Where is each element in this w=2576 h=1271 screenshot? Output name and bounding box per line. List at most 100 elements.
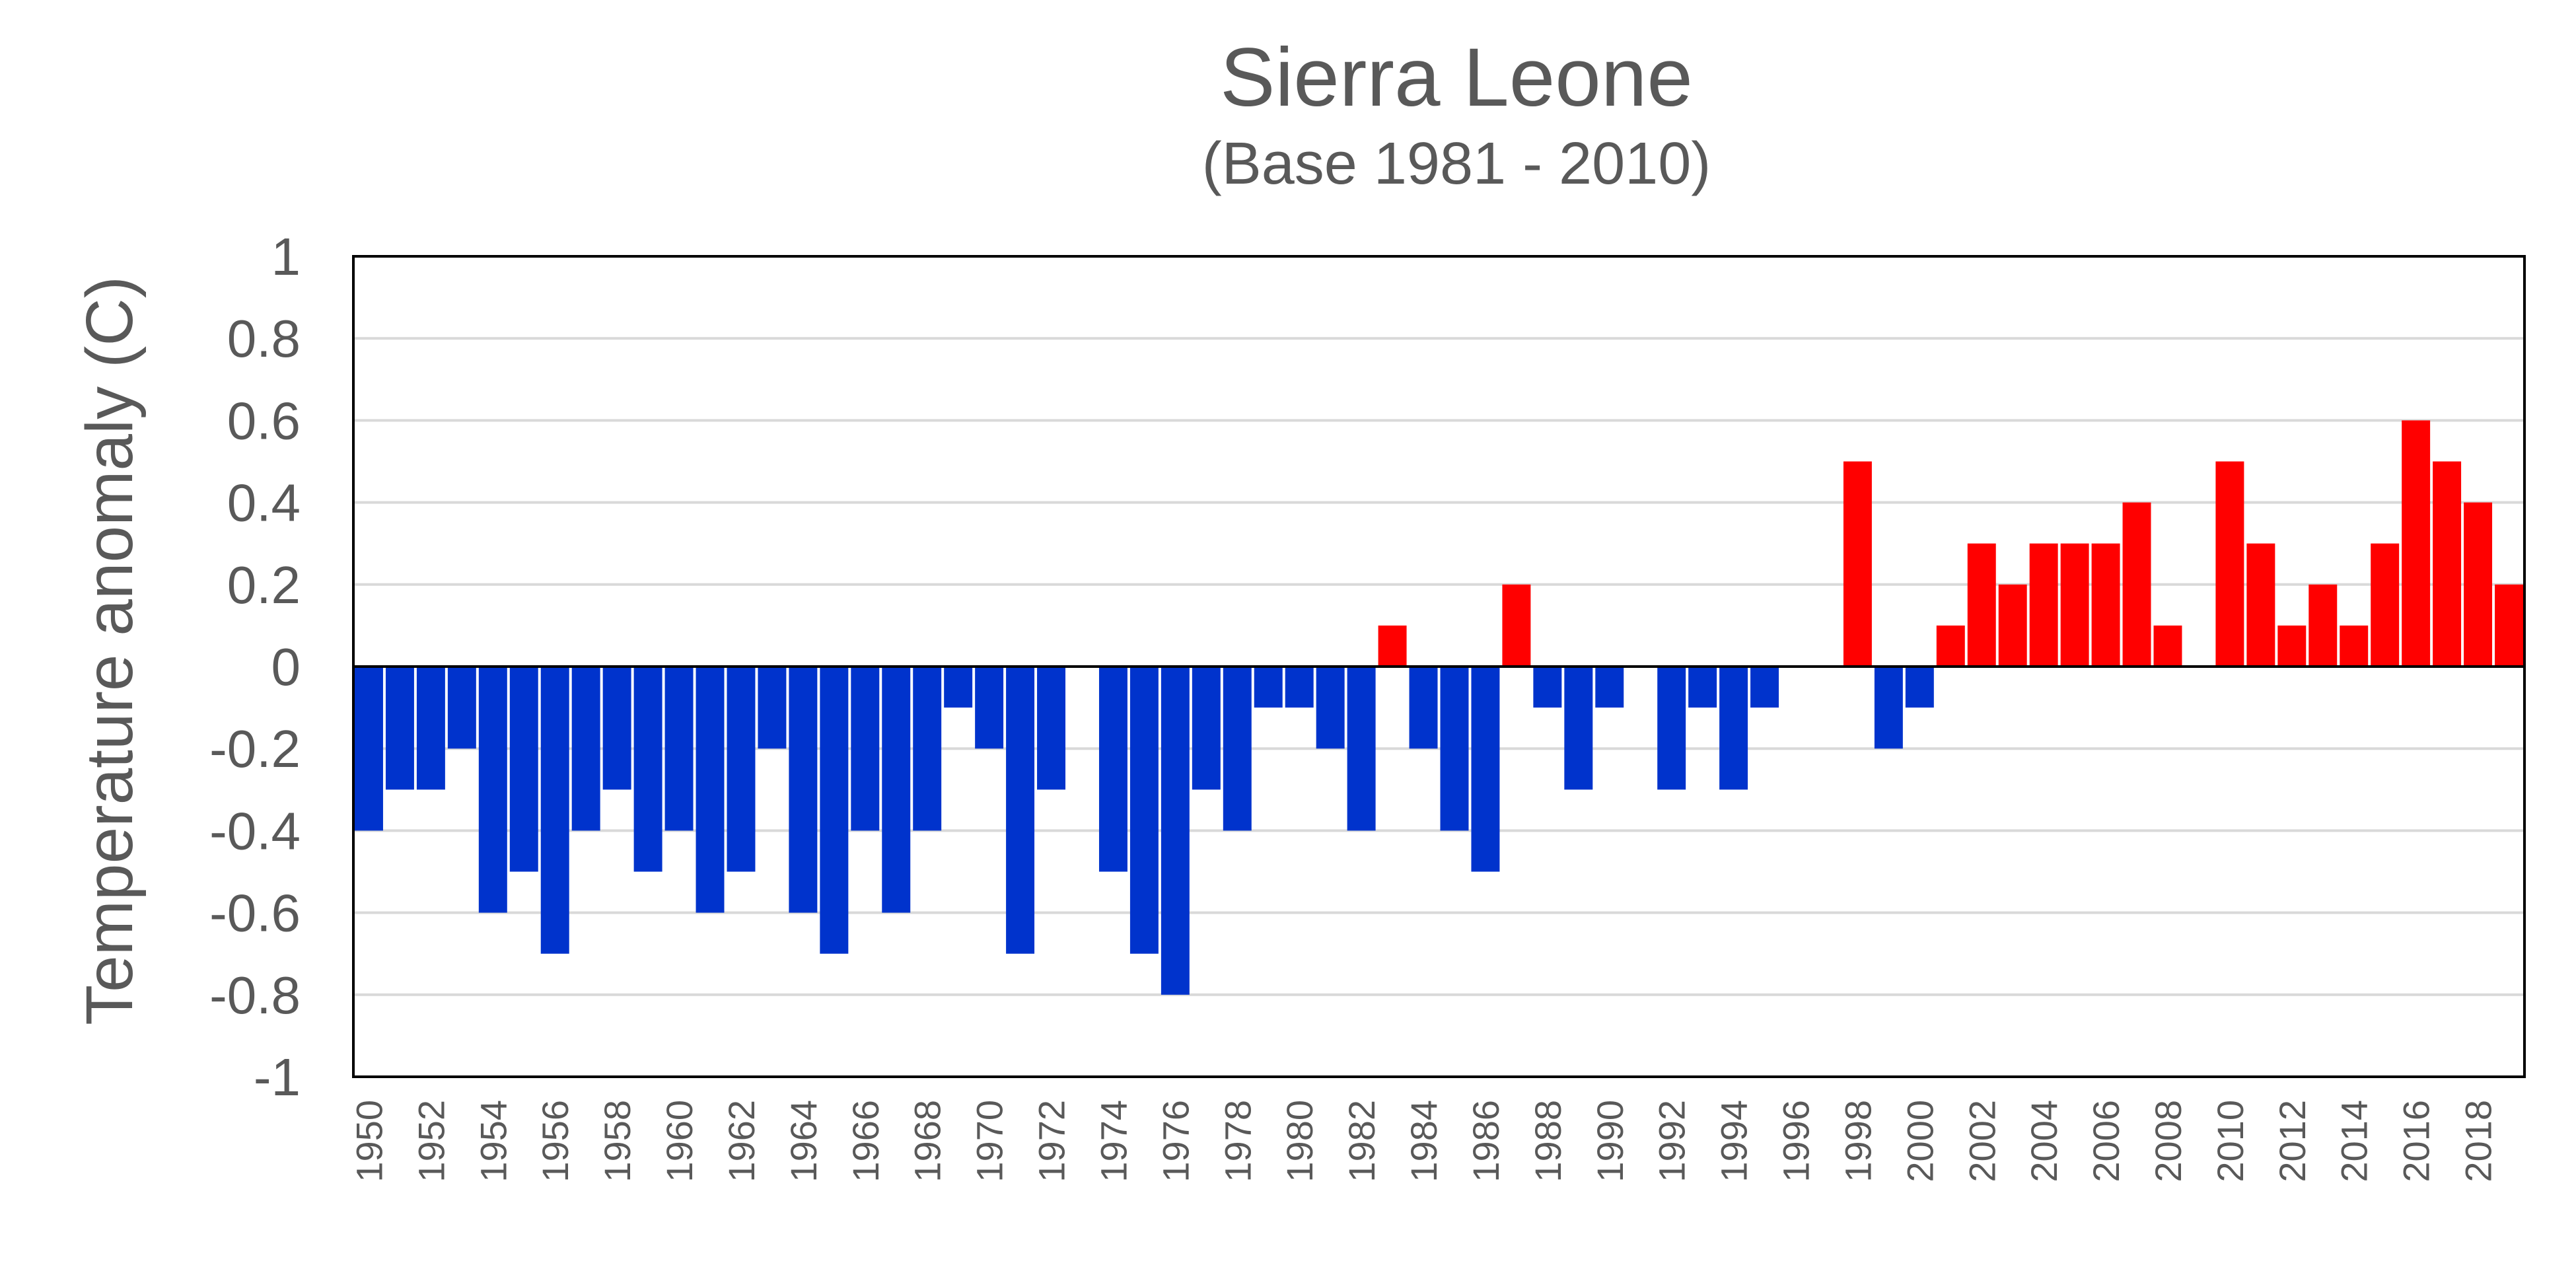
- bar-1960: [664, 667, 694, 831]
- bars: [355, 420, 2523, 995]
- bar-1970: [975, 667, 1004, 749]
- bar-1950: [355, 667, 383, 831]
- y-tick-label: 0.8: [227, 309, 301, 368]
- bar-1977: [1192, 667, 1221, 790]
- bar-1959: [633, 667, 662, 872]
- bar-1982: [1347, 667, 1376, 831]
- x-tick-label: 1998: [1837, 1100, 1878, 1182]
- bar-2018: [2464, 502, 2493, 667]
- x-tick-label: 1978: [1217, 1100, 1258, 1182]
- bar-2012: [2277, 625, 2307, 667]
- x-tick-label: 1984: [1403, 1100, 1445, 1182]
- bar-1995: [1750, 667, 1779, 708]
- x-tick-label: 1962: [721, 1100, 762, 1182]
- bar-2017: [2433, 461, 2462, 667]
- bar-2019: [2495, 584, 2523, 667]
- bar-2016: [2402, 420, 2431, 667]
- x-tick-label: 1972: [1031, 1100, 1073, 1182]
- x-tick-label: 2004: [2023, 1100, 2065, 1182]
- bar-2011: [2246, 543, 2275, 667]
- x-tick-label: 2018: [2458, 1100, 2499, 1182]
- bar-1961: [696, 667, 725, 913]
- bar-1951: [385, 667, 414, 790]
- x-tick-label: 1954: [472, 1100, 514, 1182]
- x-tick-label: 1970: [969, 1100, 1011, 1182]
- bar-1999: [1874, 667, 1903, 749]
- x-tick-label: 1960: [659, 1100, 700, 1182]
- y-tick-label: -0.2: [209, 719, 301, 778]
- bar-2014: [2340, 625, 2369, 667]
- bar-1954: [478, 667, 507, 913]
- bar-1966: [851, 667, 880, 831]
- y-tick-label: -0.8: [209, 966, 301, 1025]
- chart-title: Sierra Leone: [1220, 32, 1693, 124]
- x-tick-label: 1968: [907, 1100, 948, 1182]
- bar-1962: [727, 667, 756, 872]
- bar-1953: [447, 667, 476, 749]
- y-tick-label: 0: [271, 637, 301, 696]
- bar-1983: [1378, 625, 1407, 667]
- y-tick-label: -1: [254, 1048, 301, 1107]
- y-tick-label: -0.6: [209, 884, 301, 943]
- bar-1988: [1533, 667, 1562, 708]
- bar-2002: [1967, 543, 1996, 667]
- x-tick-label: 2016: [2396, 1100, 2437, 1182]
- x-tick-label: 1974: [1092, 1100, 1134, 1182]
- y-tick-label: 0.2: [227, 556, 301, 614]
- x-tick-label: 1956: [534, 1100, 576, 1182]
- x-tick-label: 2006: [2085, 1100, 2127, 1182]
- bar-1972: [1037, 667, 1066, 790]
- bar-1964: [789, 667, 818, 913]
- x-tick-label: 1958: [596, 1100, 638, 1182]
- bar-1967: [882, 667, 911, 913]
- x-tick-label: 2012: [2272, 1100, 2313, 1182]
- chart-subtitle: (Base 1981 - 2010): [1202, 131, 1711, 197]
- bar-1963: [758, 667, 787, 749]
- bar-1976: [1161, 667, 1190, 995]
- bar-1956: [540, 667, 569, 954]
- bar-1952: [416, 667, 445, 790]
- bar-2005: [2060, 543, 2089, 667]
- y-tick-label: -0.4: [209, 801, 301, 860]
- bar-2013: [2308, 584, 2338, 667]
- x-tick-label: 1980: [1279, 1100, 1320, 1182]
- bar-1958: [602, 667, 631, 790]
- x-tick-label: 2014: [2334, 1100, 2375, 1182]
- x-tick-label: 2000: [1899, 1100, 1941, 1182]
- bar-2001: [1936, 625, 1965, 667]
- bar-1992: [1657, 667, 1686, 790]
- plot-area-frame: [352, 255, 2526, 1078]
- bar-1965: [820, 667, 849, 954]
- bar-2010: [2215, 461, 2244, 667]
- bar-1994: [1719, 667, 1748, 790]
- bar-1975: [1129, 667, 1159, 954]
- bar-1985: [1440, 667, 1469, 831]
- bar-1987: [1502, 584, 1531, 667]
- x-tick-label: 2010: [2209, 1100, 2251, 1182]
- bar-2008: [2153, 625, 2182, 667]
- bar-1993: [1688, 667, 1717, 708]
- x-tick-label: 1994: [1713, 1100, 1755, 1182]
- bar-2004: [2029, 543, 2058, 667]
- bar-2000: [1905, 667, 1934, 708]
- bar-1955: [509, 667, 538, 872]
- y-axis-label: Temperature anomaly (C): [73, 276, 147, 1025]
- bar-1968: [913, 667, 942, 831]
- bar-1978: [1223, 667, 1252, 831]
- x-tick-label: 1966: [845, 1100, 886, 1182]
- x-tick-label: 1996: [1775, 1100, 1817, 1182]
- x-tick-label: 1992: [1651, 1100, 1693, 1182]
- bar-1980: [1285, 667, 1314, 708]
- bar-1986: [1471, 667, 1500, 872]
- bar-1998: [1843, 461, 1872, 667]
- bar-2003: [1998, 584, 2027, 667]
- x-tick-label: 1986: [1465, 1100, 1507, 1182]
- bar-2015: [2371, 543, 2400, 667]
- bar-1971: [1006, 667, 1035, 954]
- x-tick-label: 1952: [410, 1100, 452, 1182]
- bar-1989: [1564, 667, 1593, 790]
- x-tick-label: 1964: [783, 1100, 824, 1182]
- x-tick-label: 1988: [1527, 1100, 1569, 1182]
- x-tick-label: 1982: [1341, 1100, 1382, 1182]
